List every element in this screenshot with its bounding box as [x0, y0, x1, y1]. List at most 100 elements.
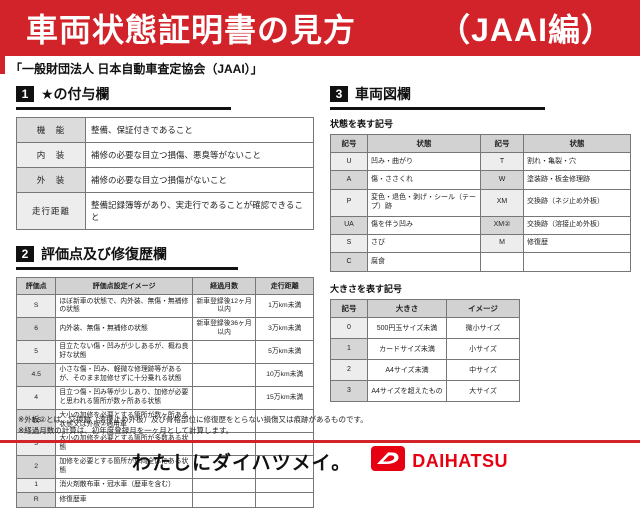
section1-title: ★の付与欄: [41, 86, 110, 102]
state-cell: 修復歴: [523, 233, 631, 254]
table-row: R 修復歴車: [15, 492, 314, 508]
criteria-desc: 整備記録簿等があり、実走行であることが確認できること: [85, 192, 314, 230]
footnote-line: ※外板②とは、交換跡（溶接止め外板）及び骨格部位に修復歴をとらない損傷又は痕跡が…: [18, 415, 368, 424]
section3-title: 車両図欄: [355, 86, 411, 102]
state-cell: 腐食: [367, 252, 481, 272]
col-header: 経過月数: [191, 277, 257, 295]
criteria-desc: 補修の必要な目立つ損傷、悪臭等がないこと: [85, 142, 314, 168]
table-row: 2 A4サイズ未満 中サイズ: [330, 358, 520, 381]
section3-number-badge: 3: [330, 86, 348, 102]
footer: わたしにダイハツメイ。 DAIHATSU: [0, 445, 640, 477]
table-row: 走行距離 整備記録簿等があり、実走行であることが確認できること: [16, 192, 314, 230]
footnotes: ※外板②とは、交換跡（溶接止め外板）及び骨格部位に修復歴をとらない損傷又は痕跡が…: [18, 415, 368, 437]
table-row: 0 500円玉サイズ未満 微小サイズ: [330, 316, 520, 339]
section2-number-badge: 2: [16, 246, 34, 262]
criteria-desc: 整備、保証付きであること: [85, 117, 314, 143]
table-header-row: 記号 状態 記号 状態: [330, 134, 631, 153]
state-cell: さび: [367, 233, 481, 254]
col-header: 評価点設定イメージ: [55, 277, 193, 295]
months-cell: 新車登録後36ヶ月以内: [191, 316, 257, 341]
image-cell: 大サイズ: [446, 379, 520, 402]
desc-cell: 目立つ傷・凹み等が少しあり、加修が必要と思われる箇所が数ヶ所ある状態: [55, 385, 193, 410]
state-cell: 交換跡（溶接止め外板）: [523, 215, 631, 235]
symbol-cell: A: [330, 170, 368, 190]
section2-title: 評価点及び修復歴欄: [41, 246, 167, 262]
daihatsu-slogan-logo: わたしにダイハツメイ。: [132, 452, 352, 474]
state-cell: 傷・ささくれ: [367, 170, 481, 190]
criteria-desc: 補修の必要な目立つ損傷がないこと: [85, 167, 314, 193]
desc-cell: 小さな傷・凹み、軽微な修理跡等があるが、そのまま加修せずに十分乗れる状態: [55, 362, 193, 387]
right-column: 3 車両図欄 状態を表す記号 記号 状態 記号 状態 U 凹み・曲がり T 割れ…: [330, 84, 631, 402]
daihatsu-wordmark: DAIHATSU: [412, 450, 508, 471]
size-cell: A4サイズ未満: [367, 358, 447, 381]
score-cell: 3.5: [15, 408, 57, 433]
col-header: 状態: [523, 134, 631, 153]
left-column: 1 ★の付与欄 機 能 整備、保証付きであること 内 装 補修の必要な目立つ損傷…: [15, 84, 314, 508]
symbol-cell: UA: [330, 215, 368, 235]
table-row: 6 内外装、無傷・無補修の状態 新車登録後36ヶ月以内 3万km未満: [15, 316, 314, 341]
score-cell: 1: [15, 477, 57, 494]
table-row: 4.5 小さな傷・凹み、軽微な修理跡等があるが、そのまま加修せずに十分乗れる状態…: [15, 362, 314, 387]
score-cell: 5: [15, 339, 57, 364]
distance-cell: 5万km未満: [255, 339, 314, 364]
months-cell: 新車登録後12ヶ月以内: [191, 294, 257, 318]
criteria-label: 機 能: [16, 117, 86, 143]
size-cell: A4サイズを超えたもの: [367, 379, 447, 402]
score-cell: 4: [15, 385, 57, 410]
star-criteria-table: 機 能 整備、保証付きであること 内 装 補修の必要な目立つ損傷、悪臭等がないこ…: [16, 117, 314, 230]
footnote-line: ※経過月数の計算は、初年度登録月を一ヶ月として計算します。: [18, 425, 234, 435]
size-table-caption: 大きさを表す記号: [330, 283, 403, 294]
condition-symbol-table: 記号 状態 記号 状態 U 凹み・曲がり T 割れ・亀裂・穴 A 傷・ささくれ …: [330, 134, 631, 272]
symbol-cell: M: [480, 233, 524, 254]
score-cell: S: [15, 294, 57, 318]
table-header-row: 評価点 評価点設定イメージ 経過月数 走行距離: [15, 277, 314, 295]
state-cell: 変色・退色・剥げ・シール（テープ）跡: [367, 188, 481, 217]
criteria-label: 外 装: [16, 167, 86, 193]
score-cell: 4.5: [15, 362, 57, 387]
table-row: 1 カードサイズ未満 小サイズ: [330, 337, 520, 360]
red-accent-tab: [0, 56, 5, 74]
col-header: イメージ: [446, 298, 520, 318]
distance-cell: 3万km未満: [255, 316, 314, 341]
state-cell: 交換跡（ネジ止め外板）: [523, 188, 631, 217]
section3-header: 3 車両図欄: [330, 84, 545, 110]
table-row: 外 装 補修の必要な目立つ損傷がないこと: [16, 167, 314, 193]
symbol-cell: XM②: [480, 215, 524, 235]
months-cell: [191, 385, 257, 410]
distance-cell: 10万km未満: [255, 362, 314, 387]
symbol-cell: XM: [480, 188, 524, 217]
symbol-cell: S: [330, 233, 368, 254]
col-header: 状態: [367, 134, 481, 153]
table-row: 1 消火剤散布車・冠水車（歴車を含む）: [15, 477, 314, 494]
distance-cell: [255, 492, 314, 508]
daihatsu-emblem-icon: [371, 446, 406, 476]
state-cell: [523, 252, 631, 272]
table-row: 3 A4サイズを超えたもの 大サイズ: [330, 379, 520, 402]
col-header: 評価点: [15, 277, 57, 295]
desc-cell: 消火剤散布車・冠水車（歴車を含む）: [55, 477, 193, 494]
state-cell: 凹み・曲がり: [367, 151, 481, 172]
months-cell: [191, 492, 257, 508]
distance-cell: 1万km未満: [255, 294, 314, 318]
table-row: S さび M 修復歴: [330, 233, 631, 254]
image-cell: 微小サイズ: [446, 316, 520, 339]
symbol-cell: [480, 252, 524, 272]
distance-cell: 15万km未満: [255, 385, 314, 410]
symbol-cell: U: [330, 151, 368, 172]
symbol-cell: W: [480, 170, 524, 190]
table-row: 機 能 整備、保証付きであること: [16, 117, 314, 143]
section1-number-badge: 1: [16, 86, 34, 102]
state-cell: 傷を伴う凹み: [367, 215, 481, 235]
organization-subtitle: 「一般財団法人 日本自動車査定協会（JAAI）」: [10, 62, 263, 76]
symbol-cell: C: [330, 252, 368, 272]
symbol-cell: 2: [330, 358, 368, 381]
score-cell: R: [15, 492, 57, 508]
symbol-cell: 3: [330, 379, 368, 402]
table-row: A 傷・ささくれ W 塗装跡・板金修理跡: [330, 170, 631, 190]
symbol-cell: 1: [330, 337, 368, 360]
section1-header: 1 ★の付与欄: [16, 84, 231, 110]
size-cell: カードサイズ未満: [367, 337, 447, 360]
symbol-cell: 0: [330, 316, 368, 339]
desc-cell: 目立たない傷・凹みが少しあるが、概ね良好な状態: [55, 339, 193, 364]
page-title: 車両状態証明書の見方: [26, 12, 357, 48]
